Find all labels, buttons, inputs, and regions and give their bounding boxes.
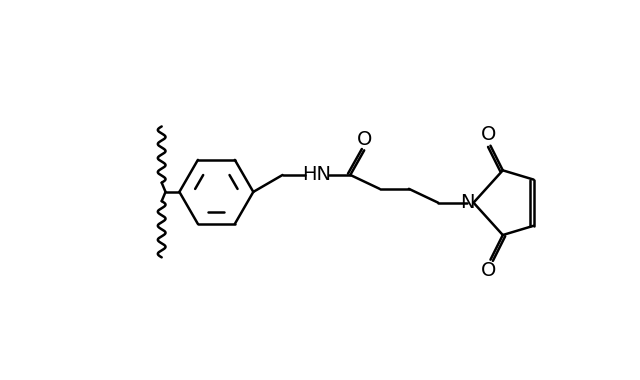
Text: O: O	[481, 261, 497, 280]
Text: N: N	[460, 193, 475, 212]
Text: HN: HN	[302, 165, 331, 184]
Text: O: O	[481, 125, 497, 144]
Text: O: O	[357, 130, 372, 149]
